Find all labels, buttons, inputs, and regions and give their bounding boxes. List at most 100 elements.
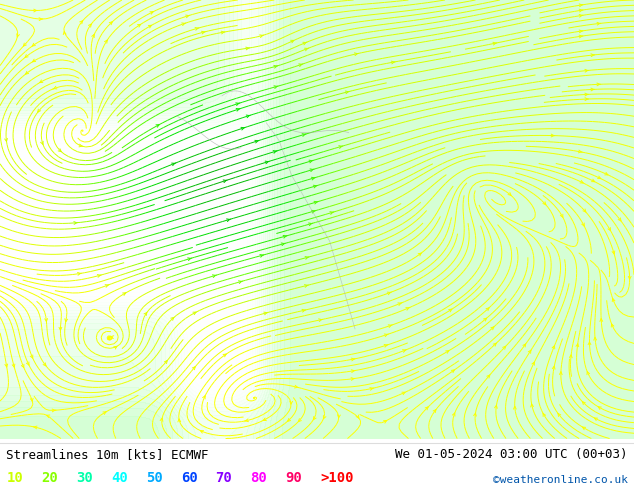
FancyArrowPatch shape [449,309,452,312]
FancyArrowPatch shape [354,53,358,55]
FancyArrowPatch shape [38,109,41,112]
FancyArrowPatch shape [299,418,301,421]
FancyArrowPatch shape [351,378,355,380]
FancyArrowPatch shape [25,71,29,74]
Text: >100: >100 [320,471,354,485]
FancyArrowPatch shape [487,375,489,378]
FancyArrowPatch shape [551,134,555,137]
FancyArrowPatch shape [310,169,314,171]
FancyArrowPatch shape [425,407,428,410]
FancyArrowPatch shape [25,55,28,57]
FancyArrowPatch shape [388,325,392,327]
FancyArrowPatch shape [351,358,355,361]
FancyArrowPatch shape [305,257,309,259]
FancyArrowPatch shape [588,342,591,344]
FancyArrowPatch shape [311,177,315,180]
FancyArrowPatch shape [611,324,614,327]
FancyArrowPatch shape [418,253,421,256]
FancyArrowPatch shape [221,31,225,34]
FancyArrowPatch shape [92,34,94,38]
FancyArrowPatch shape [255,140,259,143]
FancyArrowPatch shape [39,18,43,21]
FancyArrowPatch shape [398,303,402,305]
FancyArrowPatch shape [281,243,285,245]
FancyArrowPatch shape [612,298,615,302]
FancyArrowPatch shape [594,337,597,340]
Text: Streamlines 10m [kts] ECMWF: Streamlines 10m [kts] ECMWF [6,448,209,461]
Text: 80: 80 [250,471,267,485]
FancyArrowPatch shape [578,150,582,153]
FancyArrowPatch shape [160,418,163,421]
FancyArrowPatch shape [484,318,486,321]
FancyArrowPatch shape [304,285,309,287]
FancyArrowPatch shape [295,385,299,388]
FancyArrowPatch shape [283,235,287,238]
FancyArrowPatch shape [260,35,264,38]
FancyArrowPatch shape [236,108,240,111]
Text: ©weatheronline.co.uk: ©weatheronline.co.uk [493,475,628,485]
FancyArrowPatch shape [172,163,176,166]
FancyArrowPatch shape [150,12,153,14]
FancyArrowPatch shape [195,27,199,30]
FancyArrowPatch shape [330,212,334,214]
FancyArrowPatch shape [585,93,588,96]
FancyArrowPatch shape [495,405,497,408]
FancyArrowPatch shape [585,98,588,100]
FancyArrowPatch shape [178,419,181,422]
FancyArrowPatch shape [260,254,264,257]
FancyArrowPatch shape [263,418,266,420]
FancyArrowPatch shape [47,415,50,417]
FancyArrowPatch shape [43,363,46,366]
FancyArrowPatch shape [433,410,436,413]
FancyArrowPatch shape [192,367,195,370]
FancyArrowPatch shape [491,327,494,330]
FancyArrowPatch shape [30,398,33,401]
FancyArrowPatch shape [246,47,250,50]
FancyArrowPatch shape [391,61,395,64]
FancyArrowPatch shape [598,407,601,410]
FancyArrowPatch shape [493,343,496,346]
FancyArrowPatch shape [346,91,349,94]
FancyArrowPatch shape [23,43,27,46]
FancyArrowPatch shape [313,416,316,419]
FancyArrowPatch shape [591,88,595,91]
FancyArrowPatch shape [12,364,15,367]
FancyArrowPatch shape [612,251,615,254]
FancyArrowPatch shape [188,258,191,261]
FancyArrowPatch shape [579,9,583,12]
FancyArrowPatch shape [618,218,621,221]
FancyArrowPatch shape [34,9,37,12]
FancyArrowPatch shape [59,327,61,330]
FancyArrowPatch shape [264,312,268,315]
FancyArrowPatch shape [558,414,560,416]
FancyArrowPatch shape [309,223,313,225]
FancyArrowPatch shape [4,139,8,142]
FancyArrowPatch shape [200,431,204,433]
FancyArrowPatch shape [319,319,323,321]
FancyArrowPatch shape [291,40,294,43]
FancyArrowPatch shape [598,176,600,178]
FancyArrowPatch shape [486,308,489,311]
FancyArrowPatch shape [89,24,91,27]
FancyArrowPatch shape [406,307,410,310]
FancyArrowPatch shape [523,344,526,347]
FancyArrowPatch shape [339,146,343,148]
FancyArrowPatch shape [109,22,112,25]
FancyArrowPatch shape [514,406,516,409]
FancyArrowPatch shape [311,210,316,213]
FancyArrowPatch shape [223,354,226,357]
FancyArrowPatch shape [569,355,572,358]
FancyArrowPatch shape [576,344,579,347]
FancyArrowPatch shape [80,21,82,24]
FancyArrowPatch shape [65,319,68,322]
FancyArrowPatch shape [560,214,563,217]
FancyArrowPatch shape [579,14,583,17]
FancyArrowPatch shape [402,392,405,395]
FancyArrowPatch shape [583,427,586,430]
FancyArrowPatch shape [77,272,81,275]
FancyArrowPatch shape [579,30,583,33]
FancyArrowPatch shape [79,144,83,147]
FancyArrowPatch shape [384,334,389,337]
FancyArrowPatch shape [182,23,186,25]
FancyArrowPatch shape [156,125,159,127]
